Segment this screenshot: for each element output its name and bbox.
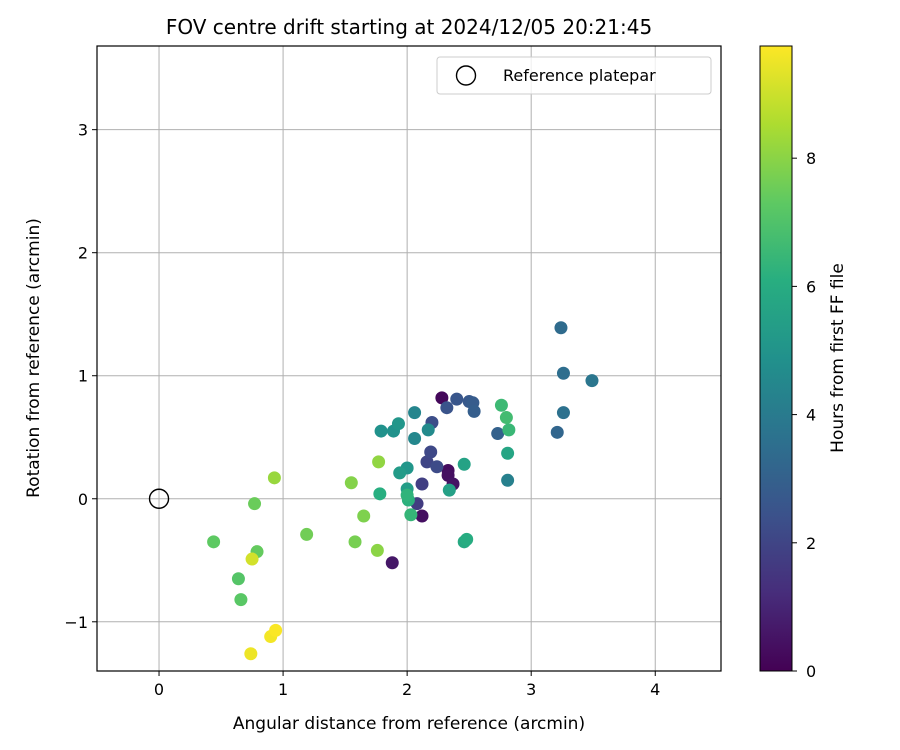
legend-marker-reference: [455, 65, 477, 86]
data-point: [442, 483, 456, 497]
legend-box: [436, 56, 712, 95]
data-point: [269, 623, 283, 637]
data-point: [460, 532, 474, 546]
data-point: [267, 471, 281, 485]
x-tick-label: 1: [278, 680, 288, 699]
x-tick-label: 4: [650, 680, 660, 699]
data-point: [499, 411, 513, 425]
y-tick-label: −1: [64, 613, 88, 632]
data-point: [467, 404, 481, 418]
x-tick-label: 2: [402, 680, 412, 699]
data-point: [501, 446, 515, 460]
colorbar-label: Hours from first FF file: [828, 263, 848, 453]
data-point: [421, 423, 435, 437]
reference-marker-layer: [148, 488, 170, 509]
colorbar-tick-label: 0: [806, 662, 816, 681]
data-point: [501, 473, 515, 487]
x-axis-label: Angular distance from reference (arcmin): [233, 714, 585, 734]
data-point: [491, 427, 505, 441]
data-point: [556, 406, 570, 420]
data-point: [244, 647, 258, 661]
data-point: [415, 477, 429, 491]
y-tick-label: 2: [78, 244, 88, 263]
data-point: [248, 497, 262, 511]
data-point: [450, 392, 464, 406]
data-point: [435, 391, 449, 405]
x-tick-label: 0: [154, 680, 164, 699]
data-point: [430, 460, 444, 474]
data-point: [357, 509, 371, 523]
x-tick-label: 3: [526, 680, 536, 699]
y-tick-label: 1: [78, 367, 88, 386]
y-tick-label: 0: [78, 490, 88, 509]
data-point: [393, 466, 407, 480]
data-point: [494, 398, 508, 412]
plot-frame: [96, 45, 722, 672]
data-point: [420, 455, 434, 469]
legend-label-reference: Reference platepar: [503, 66, 656, 85]
data-point: [372, 455, 386, 469]
data-point: [348, 535, 362, 549]
colorbar-tick-label: 6: [806, 277, 816, 296]
chart-title: FOV centre drift starting at 2024/12/05 …: [166, 15, 652, 39]
data-point: [400, 488, 414, 502]
colorbar: 0 2 4 6 8 Hours from first FF file: [759, 45, 848, 681]
legend: Reference platepar: [436, 56, 712, 95]
data-point: [370, 543, 384, 557]
colorbar-tick-label: 8: [806, 149, 816, 168]
data-point: [408, 406, 422, 420]
data-point: [554, 321, 568, 335]
data-point: [231, 572, 245, 586]
colorbar-ticks: 0 2 4 6 8: [792, 149, 816, 681]
data-point: [373, 487, 387, 501]
data-point: [207, 535, 221, 549]
y-axis-label: Rotation from reference (arcmin): [24, 218, 44, 498]
data-point: [440, 401, 454, 415]
data-point: [585, 374, 599, 388]
colorbar-tick-label: 2: [806, 534, 816, 553]
data-point: [502, 423, 516, 437]
data-point: [404, 508, 418, 522]
data-point: [374, 424, 388, 438]
y-axis-ticks: −1 0 1 2 3: [64, 121, 97, 632]
data-point: [408, 431, 422, 445]
colorbar-tick-label: 4: [806, 406, 816, 425]
data-point: [300, 527, 314, 541]
data-points-layer: [207, 321, 599, 661]
data-point: [245, 552, 259, 566]
reference-platepar-marker: [148, 488, 170, 509]
data-point: [457, 457, 471, 471]
data-point: [424, 445, 438, 459]
data-point: [385, 556, 399, 570]
data-point: [415, 509, 429, 523]
data-point: [234, 593, 248, 607]
grid-lines: [97, 46, 721, 671]
colorbar-gradient: [759, 45, 793, 672]
y-tick-label: 3: [78, 121, 88, 140]
data-point: [550, 425, 564, 439]
x-axis-ticks: 0 1 2 3 4: [154, 671, 660, 699]
data-point: [556, 366, 570, 380]
data-point: [344, 476, 358, 490]
data-point: [391, 417, 405, 431]
